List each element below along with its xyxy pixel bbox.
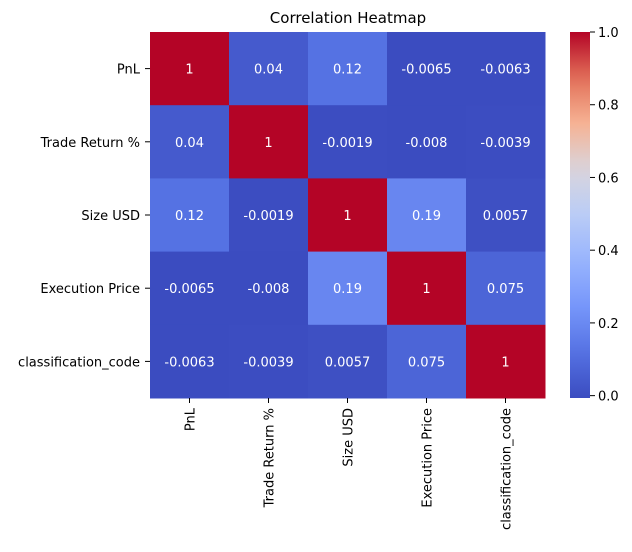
heatmap-cell-label: -0.0039 (243, 355, 293, 370)
colorbar-gradient (570, 32, 590, 398)
heatmap-cell (308, 105, 388, 179)
colorbar-tick-label: 0.2 (598, 317, 619, 332)
heatmap-cell (229, 324, 309, 399)
heatmap-cell-label: 1 (501, 355, 509, 370)
x-axis-tick-label: Execution Price (421, 408, 436, 508)
heatmap-cell-label: 0.19 (333, 282, 362, 297)
heatmap-cell (466, 32, 546, 106)
heatmap-cell-label: -0.008 (406, 136, 448, 151)
heatmap-cell (150, 32, 230, 106)
heatmap-cell-label: 0.04 (175, 136, 204, 151)
heatmap-cell (229, 178, 309, 253)
heatmap-cell-label: 1 (343, 209, 351, 224)
x-axis-tick-label: Trade Return % (263, 408, 278, 508)
colorbar-tick-label: 0.4 (598, 244, 619, 259)
heatmap-cells (150, 32, 546, 399)
colorbar-tick-label: 0.0 (598, 390, 619, 405)
heatmap-cell (387, 178, 467, 253)
heatmap-cell-label: -0.0019 (322, 136, 372, 151)
colorbar-tick-label: 0.6 (598, 171, 619, 186)
heatmap-cell-label: 0.19 (412, 209, 441, 224)
heatmap-cell-label: 0.075 (408, 355, 445, 370)
heatmap-cell-labels: 1 0.04 0.12 -0.0065 -0.0063 0.04 1 -0.0019 -0.00… (164, 63, 530, 371)
colorbar: 0.0 0.2 0.4 0.6 0.8 1.0 (570, 26, 619, 405)
chart-title: Correlation Heatmap (270, 9, 426, 27)
x-axis-tick-label: Size USD (342, 408, 357, 467)
heatmap-cell (229, 251, 309, 326)
heatmap-cell-label: -0.0039 (480, 136, 530, 151)
y-axis-tick-label: Execution Price (40, 282, 140, 297)
heatmap-cell-label: 0.12 (333, 63, 362, 78)
colorbar-tick-label: 0.8 (598, 99, 619, 114)
heatmap-cell (229, 32, 309, 106)
heatmap-cell-label: 1 (185, 63, 193, 78)
y-axis-tick-labels: PnL Trade Return % Size USD Execution Price… (18, 63, 150, 370)
heatmap-cell (308, 32, 388, 106)
heatmap-cell (466, 324, 546, 399)
heatmap-cell (150, 324, 230, 399)
heatmap-cell (387, 105, 467, 179)
heatmap-cell-label: 0.12 (175, 209, 204, 224)
heatmap-cell-label: 0.0057 (483, 209, 529, 224)
heatmap-cell (229, 105, 309, 179)
y-axis-tick-label: Trade Return % (40, 136, 140, 151)
heatmap-cell (308, 324, 388, 399)
x-axis-tick-label: PnL (184, 407, 199, 431)
heatmap-cell (466, 178, 546, 253)
heatmap-cell-label: -0.0065 (401, 63, 451, 78)
heatmap-cell (308, 178, 388, 253)
y-axis-tick-label: PnL (117, 63, 141, 78)
heatmap-cell-label: -0.0063 (164, 355, 214, 370)
heatmap-cell-label: 0.04 (254, 63, 283, 78)
heatmap-cell-label: 1 (422, 282, 430, 297)
heatmap-cell (466, 251, 546, 326)
x-axis-tick-labels: PnL Trade Return % Size USD Execution Price… (184, 398, 515, 530)
heatmap-cell (466, 105, 546, 179)
y-axis-tick-label: Size USD (81, 209, 140, 224)
x-axis-tick-label: classification_code (500, 408, 515, 530)
y-axis-tick-label: classification_code (18, 355, 140, 370)
heatmap-cell-label: 0.0057 (325, 355, 371, 370)
heatmap-cell (387, 324, 467, 399)
heatmap-cell (150, 251, 230, 326)
heatmap-cell-label: -0.0063 (480, 63, 530, 78)
heatmap-cell (387, 32, 467, 106)
colorbar-ticks: 0.0 0.2 0.4 0.6 0.8 1.0 (590, 26, 619, 405)
heatmap-cell (308, 251, 388, 326)
heatmap-cell-label: 1 (264, 136, 272, 151)
colorbar-tick-label: 1.0 (598, 26, 619, 41)
heatmap-cell (150, 178, 230, 253)
heatmap-cell (387, 251, 467, 326)
heatmap-cell-label: -0.008 (248, 282, 290, 297)
heatmap-cell-label: -0.0065 (164, 282, 214, 297)
heatmap-cell-label: 0.075 (487, 282, 524, 297)
heatmap-cell-label: -0.0019 (243, 209, 293, 224)
heatmap-cell (150, 105, 230, 179)
